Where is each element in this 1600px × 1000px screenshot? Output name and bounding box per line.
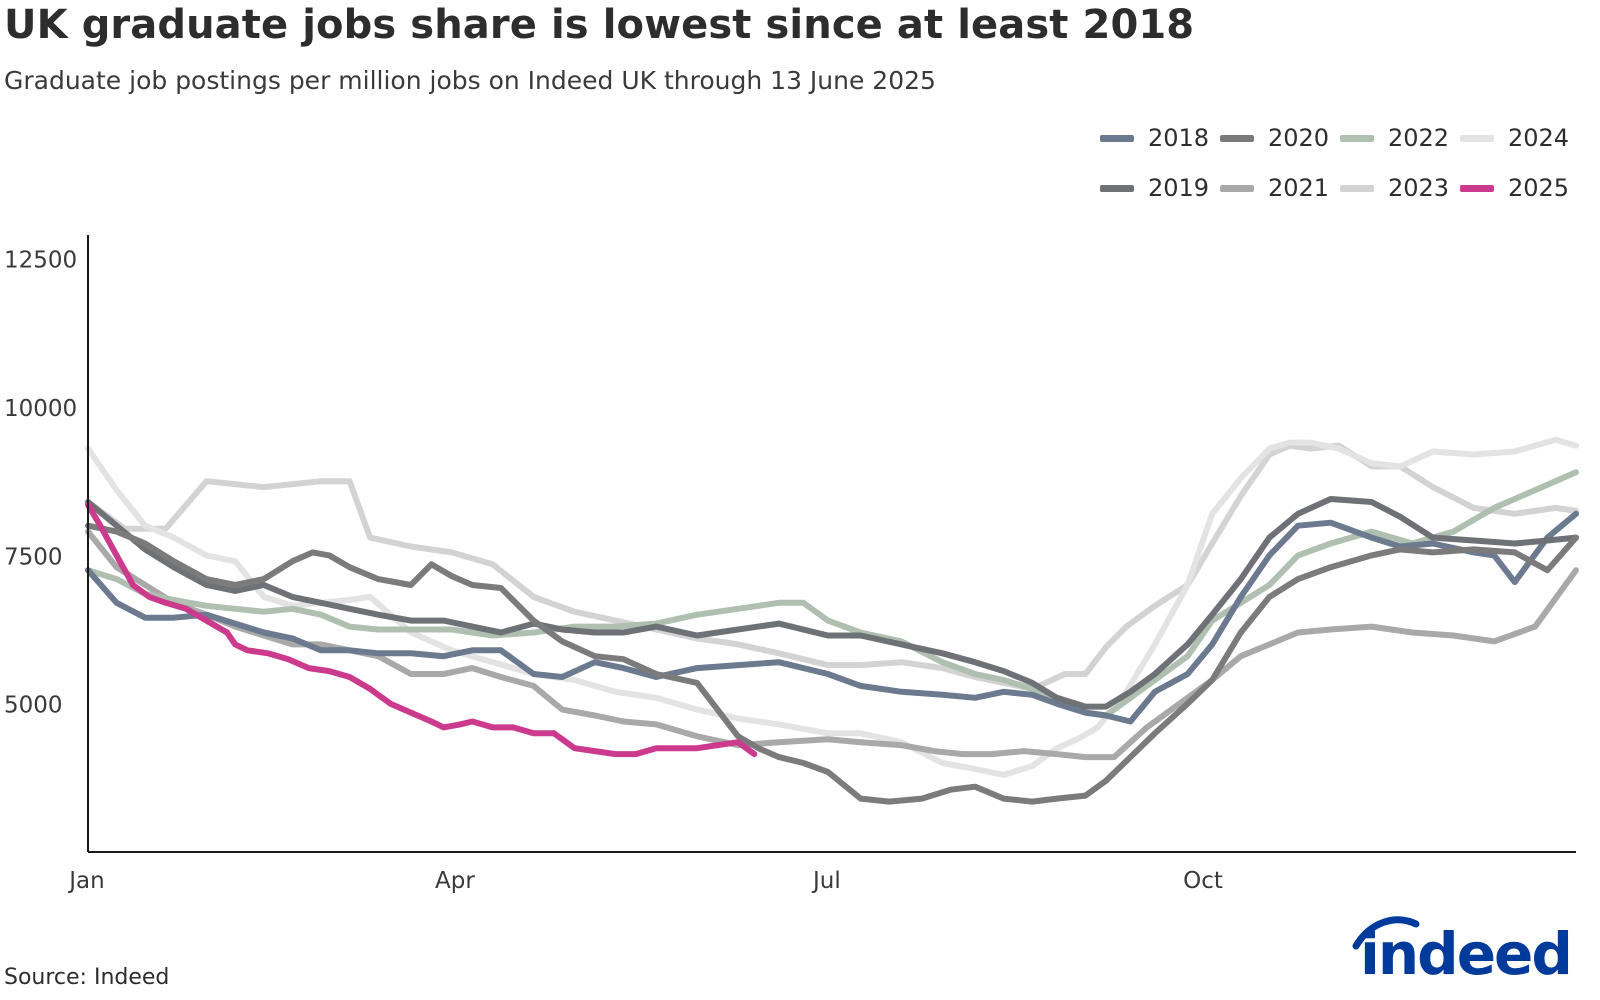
legend-swatch-2019 bbox=[1100, 184, 1134, 192]
legend-label-2025: 2025 bbox=[1508, 174, 1570, 202]
legend-item-2019: 2019 bbox=[1100, 168, 1220, 208]
legend-swatch-2023 bbox=[1340, 184, 1374, 192]
series-line-2018 bbox=[85, 510, 1579, 725]
y-tick-label-12500: 12500 bbox=[4, 248, 77, 274]
legend-label-2018: 2018 bbox=[1148, 124, 1210, 152]
legend-label-2023: 2023 bbox=[1388, 174, 1450, 202]
series-lines bbox=[85, 436, 1579, 805]
series-line-2025 bbox=[85, 501, 758, 758]
legend-swatch-2021 bbox=[1220, 184, 1254, 192]
source-note: Source: Indeed bbox=[4, 965, 170, 990]
series-line-2023 bbox=[85, 442, 1579, 692]
y-tick-label-10000: 10000 bbox=[4, 396, 77, 422]
chart-subtitle: Graduate job postings per million jobs o… bbox=[4, 66, 936, 95]
legend-item-2023: 2023 bbox=[1340, 168, 1460, 208]
x-tick-label-jul: Jul bbox=[811, 868, 841, 894]
legend-item-2022: 2022 bbox=[1340, 118, 1460, 158]
logo-wordmark: indeed bbox=[1360, 920, 1573, 988]
y-tick-label-5000: 5000 bbox=[4, 693, 63, 719]
legend-item-2018: 2018 bbox=[1100, 118, 1220, 158]
x-tick-label-apr: Apr bbox=[435, 868, 475, 894]
legend-swatch-2022 bbox=[1340, 134, 1374, 142]
indeed-logo: indeed bbox=[1352, 916, 1577, 992]
legend-swatch-2020 bbox=[1220, 134, 1254, 142]
series-line-2022 bbox=[85, 469, 1579, 719]
series-line-2024 bbox=[85, 436, 1579, 778]
legend-item-2020: 2020 bbox=[1220, 118, 1340, 158]
series-line-2019 bbox=[85, 496, 1579, 710]
legend-label-2022: 2022 bbox=[1388, 124, 1450, 152]
legend-item-2024: 2024 bbox=[1460, 118, 1580, 158]
legend-label-2024: 2024 bbox=[1508, 124, 1570, 152]
x-tick-label-oct: Oct bbox=[1183, 868, 1223, 894]
legend-label-2020: 2020 bbox=[1268, 124, 1330, 152]
logo-arc-icon bbox=[1352, 916, 1420, 950]
y-tick-label-7500: 7500 bbox=[4, 544, 63, 570]
legend-item-2021: 2021 bbox=[1220, 168, 1340, 208]
legend-swatch-2024 bbox=[1460, 134, 1494, 142]
legend-swatch-2025 bbox=[1460, 184, 1494, 192]
series-line-2020 bbox=[85, 522, 1579, 805]
legend-item-2025: 2025 bbox=[1460, 168, 1580, 208]
legend-label-2021: 2021 bbox=[1268, 174, 1330, 202]
chart-title: UK graduate jobs share is lowest since a… bbox=[4, 2, 1195, 48]
x-tick-label-jan: Jan bbox=[67, 868, 104, 894]
legend-swatch-2018 bbox=[1100, 134, 1134, 142]
legend-label-2019: 2019 bbox=[1148, 174, 1210, 202]
chart-legend: 2018 2020 2022 2024 2019 2021 2023 2025 bbox=[1100, 118, 1580, 218]
